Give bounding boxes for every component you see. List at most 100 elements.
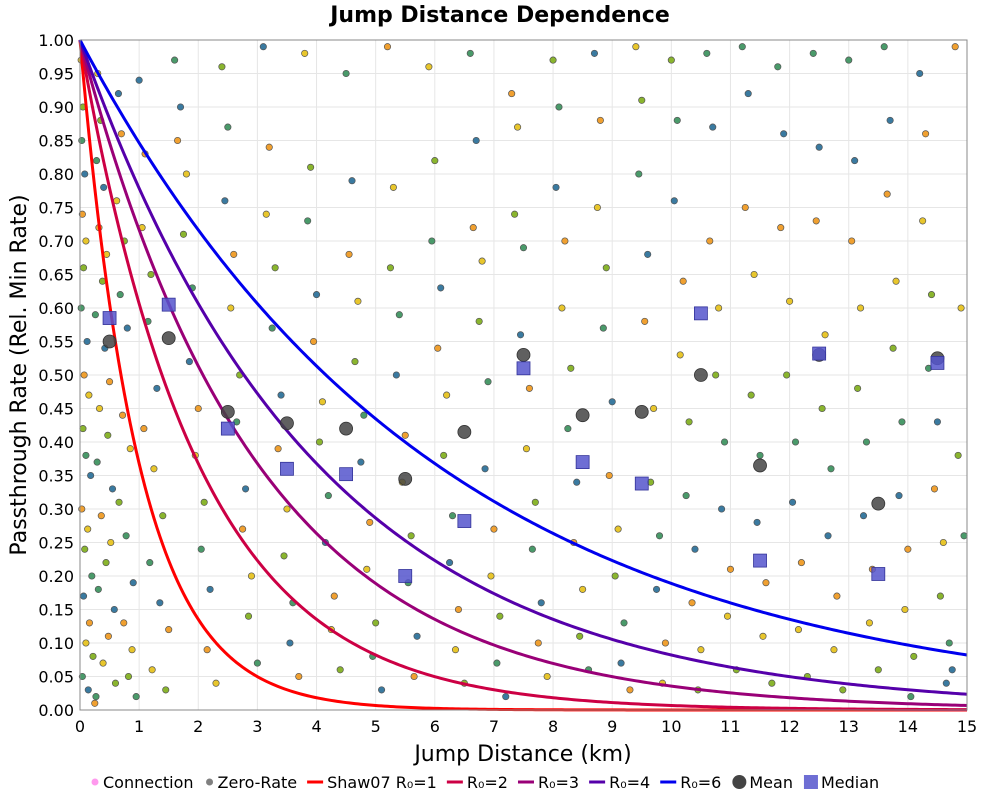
- scatter-point: [360, 411, 368, 419]
- x-tick-label: 5: [371, 717, 381, 736]
- plot-area: [77, 39, 968, 712]
- scatter-point: [783, 371, 791, 379]
- x-tick-label: 9: [607, 717, 617, 736]
- scatter-point: [286, 639, 294, 647]
- y-tick-label: 0.50: [38, 366, 74, 385]
- y-tick-label: 0.70: [38, 232, 74, 251]
- scatter-point: [927, 291, 936, 299]
- scatter-point: [114, 90, 122, 98]
- median-marker: [575, 455, 590, 470]
- scatter-point: [88, 572, 96, 580]
- scatter-point: [83, 337, 91, 346]
- median-marker: [516, 361, 531, 376]
- scatter-point: [697, 646, 705, 654]
- scatter-point: [93, 458, 101, 466]
- legend-item: R₀=4: [589, 773, 650, 792]
- scatter-point: [809, 49, 817, 57]
- scatter-point: [77, 304, 85, 312]
- legend-symbol-mean: [732, 775, 747, 789]
- scatter-point: [632, 43, 640, 51]
- scatter-point: [516, 331, 525, 339]
- scatter-point: [874, 666, 882, 674]
- y-tick-label: 0.00: [38, 701, 74, 720]
- x-tick-label: 15: [957, 717, 977, 736]
- y-tick-label: 0.15: [38, 601, 74, 620]
- legend-symbol-median: [803, 775, 818, 789]
- scatter-point: [431, 157, 439, 165]
- x-tick-label: 3: [252, 717, 262, 736]
- scatter-point: [132, 693, 140, 701]
- median-marker: [871, 567, 886, 581]
- scatter-point: [82, 237, 90, 245]
- scatter-point: [259, 43, 267, 51]
- scatter-point: [310, 337, 318, 346]
- scatter-point: [239, 525, 247, 533]
- y-tick-label: 0.95: [38, 65, 74, 84]
- mean-marker: [753, 458, 767, 473]
- scatter-point: [777, 224, 785, 232]
- scatter-point: [579, 585, 587, 593]
- scatter-point: [123, 324, 131, 332]
- legend-symbol-dot: [91, 778, 99, 786]
- scatter-point: [87, 471, 95, 480]
- scatter-point: [617, 659, 625, 667]
- y-tick-label: 0.20: [38, 567, 74, 586]
- scatter-point: [200, 498, 208, 506]
- legend-label: Connection: [103, 773, 194, 792]
- scatter-point: [363, 565, 371, 573]
- scatter-point: [221, 197, 229, 205]
- scatter-point: [84, 686, 92, 694]
- scatter-point: [883, 190, 891, 198]
- scatter-point: [747, 391, 755, 399]
- scatter-point: [957, 304, 965, 312]
- median-marker: [398, 569, 413, 583]
- x-axis-label: Jump Distance (km): [412, 742, 631, 767]
- summary-markers: [102, 297, 945, 583]
- scatter-point: [738, 43, 746, 51]
- mean-marker: [280, 416, 294, 431]
- legend-item: Shaw07 R₀=1: [307, 773, 437, 792]
- scatter-point: [197, 545, 205, 553]
- scatter-point: [907, 693, 915, 701]
- x-tick-label: 7: [489, 717, 499, 736]
- curve-r3: [78, 39, 968, 707]
- scatter-point: [218, 63, 226, 71]
- scatter-point: [605, 471, 613, 480]
- scatter-point: [283, 505, 291, 513]
- scatter-point: [821, 331, 829, 339]
- scatter-point: [78, 672, 86, 681]
- scatter-point: [318, 398, 326, 406]
- scatter-point: [960, 532, 968, 540]
- scatter-point: [522, 445, 531, 453]
- x-tick-label: 13: [839, 717, 859, 736]
- scatter-point: [230, 250, 238, 258]
- scatter-point: [194, 404, 202, 413]
- y-tick-label: 0.75: [38, 199, 74, 218]
- scatter-point: [115, 498, 123, 506]
- median-marker: [102, 311, 117, 325]
- scatter-point: [753, 518, 761, 526]
- curve-r6: [78, 39, 968, 657]
- scatter-point: [644, 250, 652, 258]
- scatter-point: [116, 291, 124, 299]
- scatter-point: [573, 478, 581, 486]
- scatter-point: [655, 532, 664, 540]
- scatter-point: [845, 56, 853, 64]
- scatter-point: [593, 203, 601, 212]
- scatter-point: [555, 103, 563, 111]
- scatter-point: [428, 237, 436, 245]
- median-marker: [812, 346, 827, 361]
- scatter-point: [129, 579, 137, 587]
- legend-label: Mean: [749, 773, 793, 792]
- scatter-point: [307, 163, 315, 171]
- legend-item: R₀=3: [517, 773, 579, 792]
- scatter-point: [107, 538, 115, 547]
- median-marker: [339, 467, 354, 482]
- scatter-point: [146, 559, 154, 567]
- scatter-point: [904, 545, 912, 553]
- scatter-point: [889, 344, 897, 352]
- scatter-point: [827, 465, 835, 473]
- median-marker: [220, 421, 235, 436]
- scatter-point: [91, 699, 99, 707]
- scatter-point: [608, 398, 616, 406]
